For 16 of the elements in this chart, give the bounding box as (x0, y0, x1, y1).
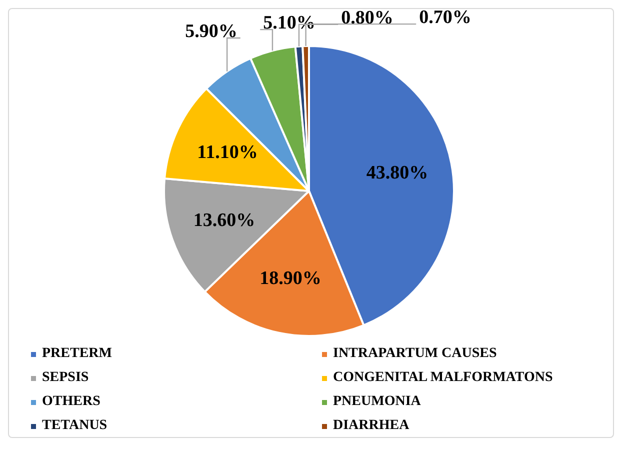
data-label: 5.90% (185, 20, 238, 42)
legend-label: OTHERS (42, 394, 100, 410)
legend-label: SEPSIS (42, 370, 89, 386)
legend-label: PNEUMONIA (333, 394, 421, 410)
data-label: 0.70% (419, 6, 472, 28)
legend-label: TETANUS (42, 418, 108, 434)
data-label: 18.90% (260, 268, 322, 289)
data-label: 5.10% (263, 12, 316, 34)
legend-label: DIARRHEA (333, 418, 410, 434)
data-label: 11.10% (197, 142, 258, 163)
data-label: 13.60% (193, 210, 256, 231)
data-label: 0.80% (341, 7, 394, 28)
legend-label: PRETERM (42, 346, 112, 362)
legend-label: CONGENITAL MALFORMATONS (333, 370, 553, 386)
data-label: 43.80% (366, 162, 428, 184)
legend-label: INTRAPARTUM CAUSES (333, 346, 497, 362)
